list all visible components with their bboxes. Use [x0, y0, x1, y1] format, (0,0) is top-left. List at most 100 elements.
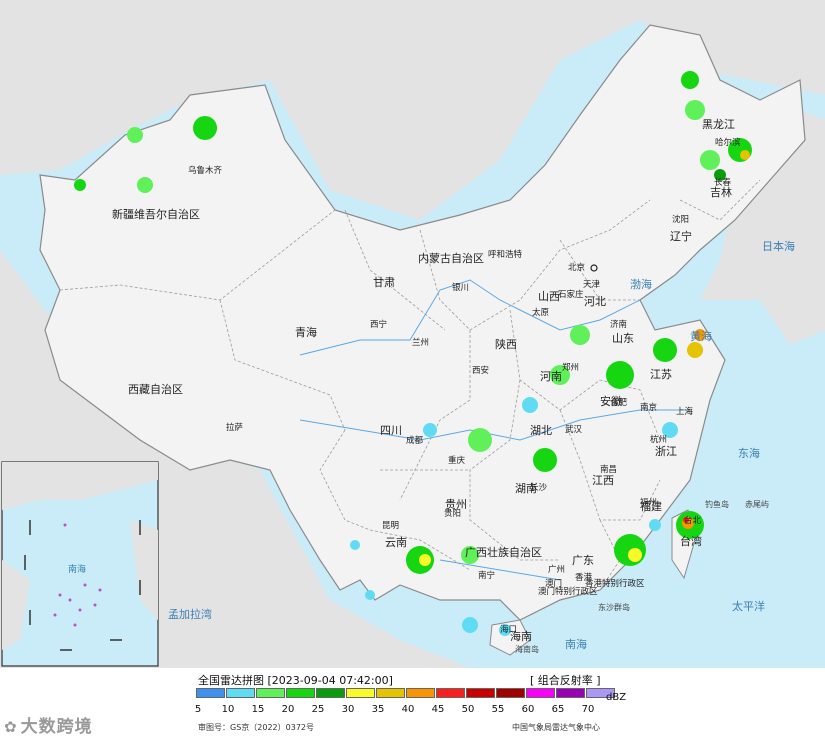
scale-swatch-40 [406, 688, 435, 698]
scale-swatch-30 [346, 688, 375, 698]
svg-text:太平洋: 太平洋 [732, 599, 765, 613]
scale-swatch-15 [256, 688, 285, 698]
svg-text:江西: 江西 [592, 474, 614, 487]
brand-watermark: ✿ 大数跨境 [4, 712, 93, 737]
svg-text:沈阳: 沈阳 [672, 214, 689, 225]
svg-text:西藏自治区: 西藏自治区 [128, 382, 183, 396]
svg-text:海南岛: 海南岛 [515, 644, 539, 654]
province-boundaries [59, 179, 761, 591]
svg-text:南昌: 南昌 [600, 464, 617, 475]
scale-swatch-50 [466, 688, 495, 698]
beijing-marker [590, 264, 598, 272]
svg-text:江苏: 江苏 [650, 368, 672, 381]
svg-text:福州: 福州 [640, 497, 657, 508]
color-scale [196, 688, 616, 698]
svg-text:郑州: 郑州 [562, 362, 579, 373]
scale-tick-20: 20 [281, 704, 295, 715]
svg-text:浙江: 浙江 [655, 445, 677, 458]
svg-text:湖北: 湖北 [530, 424, 552, 437]
svg-text:武汉: 武汉 [565, 424, 583, 435]
neighbor-land-north [0, 0, 825, 220]
scale-swatch-60 [526, 688, 555, 698]
svg-text:杭州: 杭州 [650, 434, 667, 445]
svg-text:哈尔滨: 哈尔滨 [715, 137, 741, 148]
svg-text:日本海: 日本海 [762, 239, 795, 253]
svg-text:吉林: 吉林 [710, 185, 732, 199]
scale-tick-60: 60 [521, 704, 535, 715]
svg-text:福建: 福建 [640, 499, 662, 513]
svg-text:云南: 云南 [385, 536, 407, 549]
scale-tick-55: 55 [491, 704, 505, 715]
legend-footer: 全国雷达拼图 [2023-09-04 07:42:00] [ 组合反射率 ] 5… [0, 668, 825, 739]
svg-text:西安: 西安 [472, 365, 489, 376]
scale-swatch-20 [286, 688, 315, 698]
scale-tick-30: 30 [341, 704, 355, 715]
scale-swatch-10 [226, 688, 255, 698]
scale-tick-40: 40 [401, 704, 415, 715]
scale-tick-50: 50 [461, 704, 475, 715]
city-labels: 乌鲁木齐 拉萨 西宁 兰州 银川 呼和浩特 太原 石家庄 北京 天津 济南 郑州… [188, 137, 741, 635]
unit-label: dBZ [606, 692, 627, 703]
svg-text:南海: 南海 [68, 563, 86, 575]
svg-text:拉萨: 拉萨 [226, 422, 244, 433]
scale-tick-65: 65 [551, 704, 565, 715]
svg-text:黄海: 黄海 [690, 329, 712, 343]
svg-text:山东: 山东 [612, 332, 634, 345]
svg-text:南海: 南海 [565, 637, 587, 651]
svg-text:合肥: 合肥 [610, 397, 628, 408]
scale-swatch-35 [376, 688, 405, 698]
svg-text:广东: 广东 [572, 554, 594, 567]
radar-echoes [74, 71, 752, 636]
region-labels: 新疆维吾尔自治区 西藏自治区 青海 甘肃 内蒙古自治区 四川 云南 贵州 广西壮… [112, 118, 735, 643]
radar-map: 南海 新疆维吾尔自治区 西藏自治区 青海 甘肃 内蒙古自治区 四川 云南 贵州 … [0, 0, 825, 668]
svg-text:济南: 济南 [610, 319, 627, 330]
svg-text:北京: 北京 [568, 262, 585, 273]
svg-text:香港特别行政区: 香港特别行政区 [585, 578, 645, 589]
svg-text:赤尾屿: 赤尾屿 [745, 500, 769, 509]
svg-text:孟加拉湾: 孟加拉湾 [168, 607, 212, 621]
scale-swatch-55 [496, 688, 525, 698]
sea-labels: 渤海 黄海 东海 南海 日本海 太平洋 孟加拉湾 [168, 239, 795, 651]
svg-text:广西壮族自治区: 广西壮族自治区 [465, 545, 542, 559]
svg-text:四川: 四川 [380, 424, 402, 437]
scale-tick-70: 70 [581, 704, 595, 715]
svg-text:甘肃: 甘肃 [373, 276, 395, 289]
svg-text:西宁: 西宁 [370, 319, 387, 330]
svg-text:重庆: 重庆 [448, 455, 466, 466]
scale-swatch-65 [556, 688, 585, 698]
china-mainland [39, 24, 806, 621]
svg-text:东沙群岛: 东沙群岛 [598, 602, 630, 612]
japan-korea [700, 110, 825, 345]
scale-swatch-5 [196, 688, 225, 698]
svg-text:黑龙江: 黑龙江 [702, 118, 735, 131]
svg-text:安徽: 安徽 [600, 394, 622, 408]
svg-text:渤海: 渤海 [630, 277, 652, 291]
svg-text:香港: 香港 [575, 572, 593, 583]
svg-text:海口: 海口 [500, 624, 517, 635]
svg-text:太原: 太原 [532, 307, 549, 318]
svg-text:山西: 山西 [538, 290, 560, 303]
scale-tick-35: 35 [371, 704, 385, 715]
svg-text:贵阳: 贵阳 [444, 508, 461, 519]
scale-tick-15: 15 [251, 704, 265, 715]
product-label: [ 组合反射率 ] [530, 674, 601, 687]
scale-swatch-70 [586, 688, 615, 698]
scale-tick-10: 10 [221, 704, 235, 715]
svg-text:海南: 海南 [510, 629, 532, 643]
svg-text:河南: 河南 [540, 370, 562, 383]
svg-text:陕西: 陕西 [495, 337, 517, 351]
svg-text:内蒙古自治区: 内蒙古自治区 [418, 251, 484, 265]
svg-text:湖南: 湖南 [515, 482, 537, 495]
scale-tick-25: 25 [311, 704, 325, 715]
svg-text:天津: 天津 [583, 279, 601, 290]
svg-text:东海: 东海 [738, 446, 760, 460]
svg-text:上海: 上海 [676, 406, 694, 417]
svg-text:成都: 成都 [406, 435, 424, 446]
svg-text:南宁: 南宁 [478, 570, 495, 581]
svg-text:长春: 长春 [714, 177, 732, 188]
svg-text:广州: 广州 [548, 564, 565, 575]
svg-text:乌鲁木齐: 乌鲁木齐 [188, 165, 223, 176]
island-labels: 东沙群岛 赤尾屿 钓鱼岛 海南岛 [515, 499, 769, 654]
svg-text:台北: 台北 [684, 515, 702, 526]
svg-text:澳门: 澳门 [545, 578, 562, 589]
